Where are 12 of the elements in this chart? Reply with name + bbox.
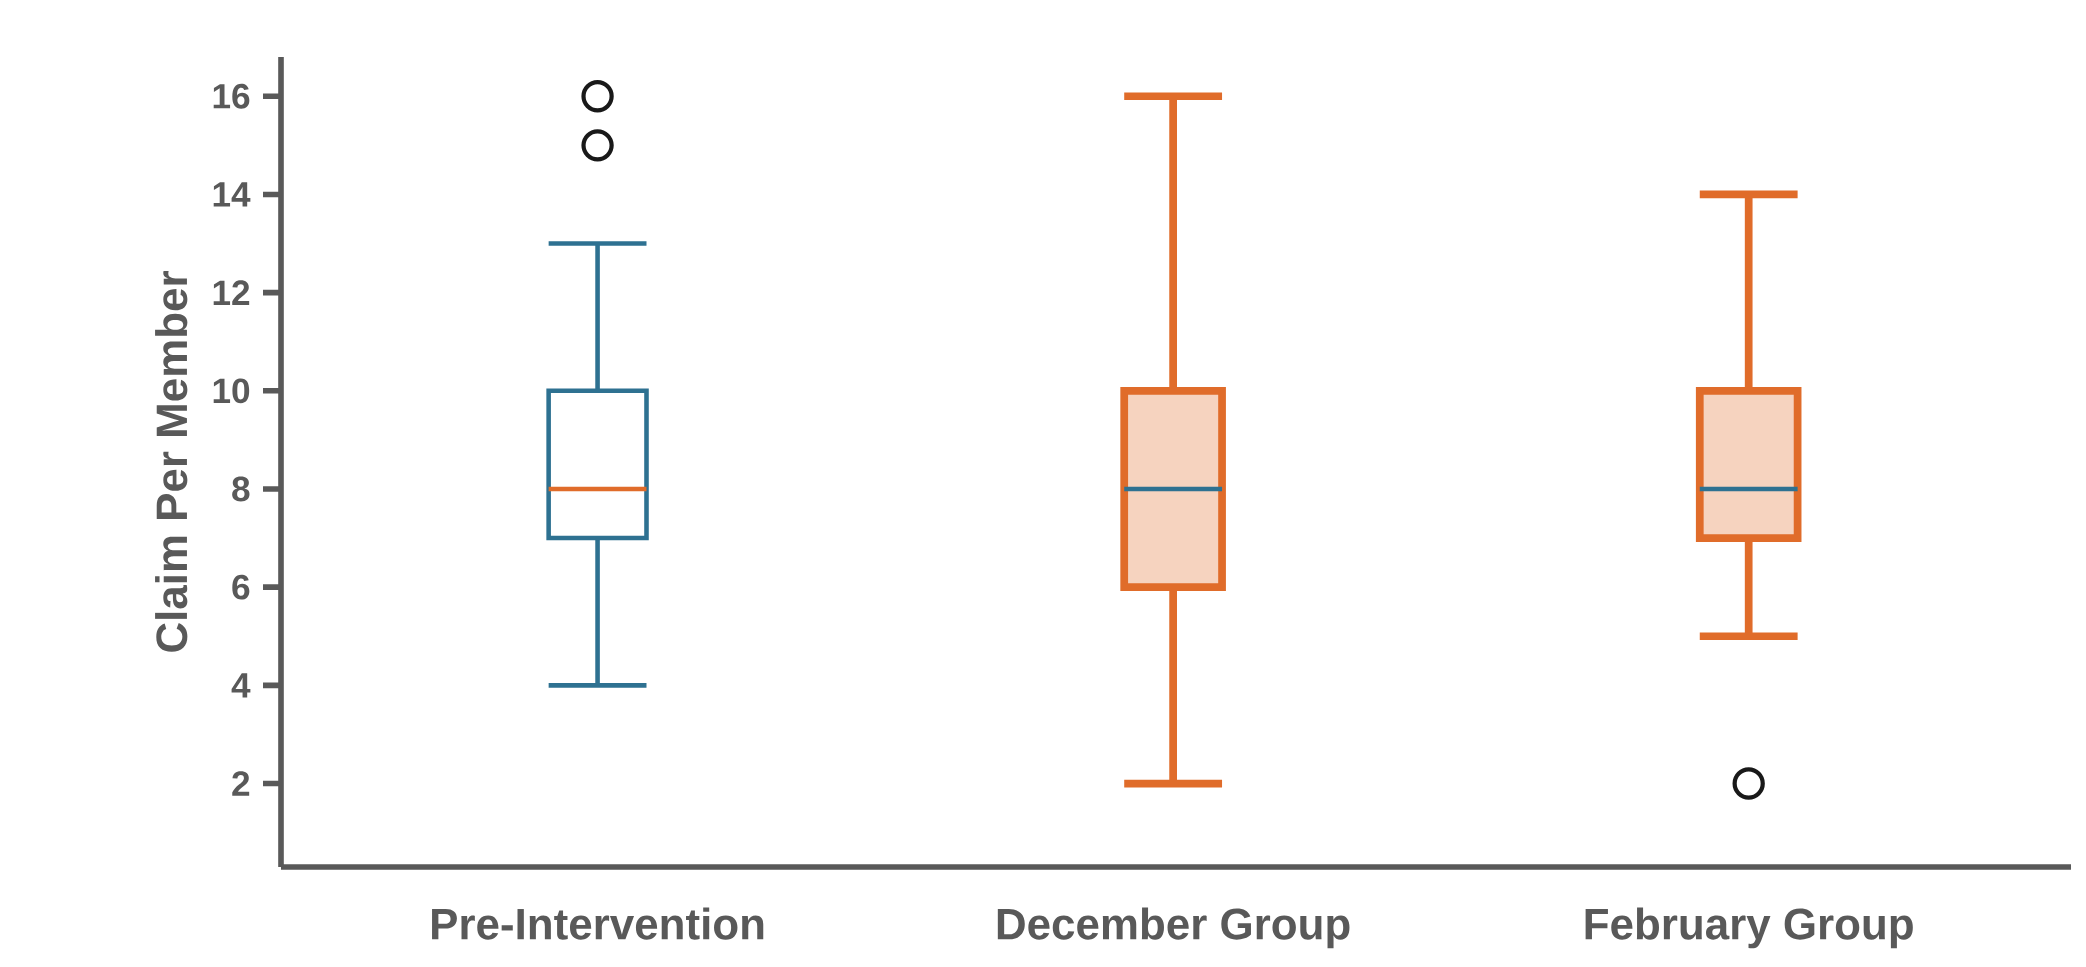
y-tick-label: 2 bbox=[232, 771, 250, 796]
y-tick-label: 8 bbox=[232, 476, 250, 502]
y-tick-label: 10 bbox=[213, 378, 250, 404]
y-axis-title: Claim Per Member bbox=[155, 271, 188, 652]
y-tick-label: 12 bbox=[213, 280, 250, 305]
y-tick-label: 6 bbox=[232, 574, 250, 600]
y-tick-label: 4 bbox=[231, 673, 251, 698]
y-tick-label: 14 bbox=[213, 182, 251, 207]
x-tick-label: December Group bbox=[997, 907, 1350, 949]
x-tick-label: Pre-Intervention bbox=[432, 907, 764, 940]
y-tick-label: 16 bbox=[213, 83, 250, 109]
x-tick-label: February Group bbox=[1585, 907, 1913, 949]
